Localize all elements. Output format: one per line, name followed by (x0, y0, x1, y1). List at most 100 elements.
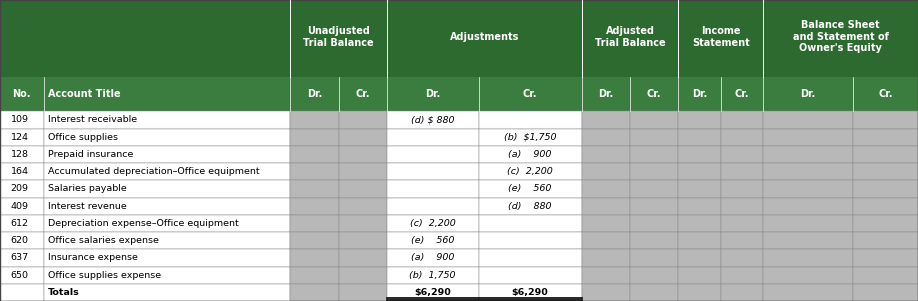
Text: Insurance expense: Insurance expense (48, 253, 138, 262)
Bar (630, 146, 678, 163)
Bar (763, 284, 853, 301)
Text: 164: 164 (11, 167, 28, 176)
Bar (763, 215, 853, 232)
Bar (386, 146, 478, 163)
Bar (763, 163, 853, 180)
Bar (853, 249, 918, 266)
Text: Balance Sheet
and Statement of
Owner's Equity: Balance Sheet and Statement of Owner's E… (792, 20, 889, 54)
Bar (630, 266, 678, 284)
Text: Accumulated depreciation–Office equipment: Accumulated depreciation–Office equipmen… (48, 167, 260, 176)
Bar (630, 197, 678, 215)
Bar (678, 129, 721, 146)
Bar (478, 129, 582, 146)
Bar (582, 249, 630, 266)
Text: (c)  2,200: (c) 2,200 (508, 167, 553, 176)
Text: 209: 209 (11, 185, 28, 194)
Bar (630, 163, 678, 180)
Bar (386, 266, 478, 284)
Bar (678, 215, 721, 232)
Text: (c)  2,200: (c) 2,200 (409, 219, 455, 228)
Bar (853, 284, 918, 301)
Text: 637: 637 (11, 253, 28, 262)
Bar (44, 163, 290, 180)
Bar (44, 215, 290, 232)
Text: Cr.: Cr. (878, 89, 892, 99)
Bar (853, 197, 918, 215)
Bar (630, 129, 678, 146)
Bar (386, 180, 478, 197)
Bar (582, 266, 630, 284)
Bar (44, 111, 290, 129)
Bar (478, 111, 582, 129)
Text: 620: 620 (11, 236, 28, 245)
Text: Cr.: Cr. (647, 89, 661, 99)
Bar (763, 129, 853, 146)
Bar (290, 266, 339, 284)
Text: 612: 612 (11, 219, 28, 228)
Bar (853, 215, 918, 232)
Bar (478, 266, 582, 284)
Text: (b)  1,750: (b) 1,750 (409, 271, 456, 280)
Bar (0, 111, 44, 129)
Bar (44, 249, 290, 266)
Text: Salaries payable: Salaries payable (48, 185, 127, 194)
Bar (582, 129, 630, 146)
Bar (290, 232, 339, 249)
Bar (478, 163, 582, 180)
Text: (d) $ 880: (d) $ 880 (411, 116, 454, 125)
Bar (630, 249, 678, 266)
Bar (853, 180, 918, 197)
Text: Cr.: Cr. (523, 89, 537, 99)
Bar (386, 163, 478, 180)
Bar (763, 232, 853, 249)
Bar (678, 197, 721, 215)
Bar (478, 284, 582, 301)
Text: (d)    880: (d) 880 (509, 202, 552, 211)
Text: $6,290: $6,290 (414, 288, 451, 297)
Bar (290, 284, 339, 301)
Bar (0, 215, 44, 232)
Bar (582, 180, 630, 197)
Bar (290, 163, 339, 180)
Text: 650: 650 (11, 271, 28, 280)
Bar (339, 215, 386, 232)
Bar (0, 249, 44, 266)
Bar (721, 197, 763, 215)
Bar (0, 284, 44, 301)
Bar (853, 232, 918, 249)
Bar (339, 197, 386, 215)
Bar (478, 232, 582, 249)
Bar (763, 197, 853, 215)
Bar (478, 249, 582, 266)
Bar (290, 129, 339, 146)
Bar (721, 249, 763, 266)
Bar (478, 215, 582, 232)
Bar (853, 266, 918, 284)
Bar (0, 180, 44, 197)
Bar (721, 163, 763, 180)
Bar (44, 146, 290, 163)
Bar (339, 146, 386, 163)
Bar (763, 180, 853, 197)
Bar (630, 180, 678, 197)
Bar (721, 180, 763, 197)
Bar (678, 284, 721, 301)
Bar (678, 180, 721, 197)
Bar (339, 249, 386, 266)
Text: Dr.: Dr. (425, 89, 441, 99)
Bar (290, 146, 339, 163)
Bar (386, 284, 478, 301)
Bar (0, 163, 44, 180)
Bar (763, 249, 853, 266)
Text: (a)    900: (a) 900 (509, 150, 552, 159)
Text: Cr.: Cr. (734, 89, 749, 99)
Bar (853, 129, 918, 146)
Bar (630, 111, 678, 129)
Bar (763, 111, 853, 129)
Bar (678, 232, 721, 249)
Bar (582, 215, 630, 232)
Bar (0, 197, 44, 215)
Bar (721, 111, 763, 129)
Text: $6,290: $6,290 (511, 288, 549, 297)
Bar (678, 111, 721, 129)
